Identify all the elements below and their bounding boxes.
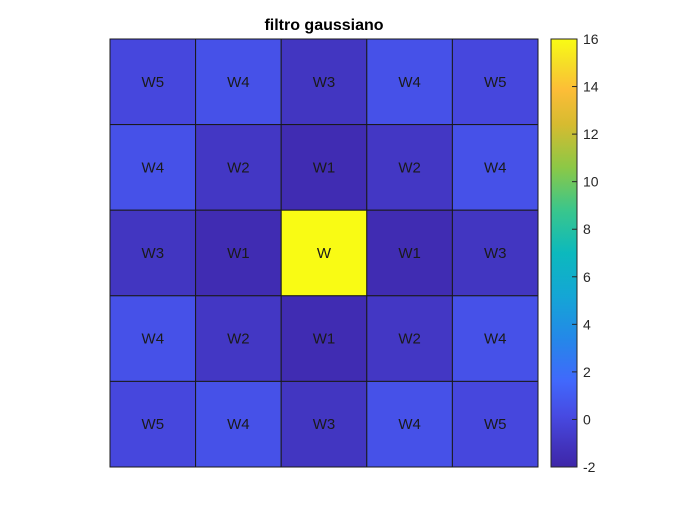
heatmap-cell [280, 124, 368, 211]
heatmap-cell [366, 295, 453, 382]
cell-label: W3 [313, 416, 336, 433]
cell-label: W2 [398, 331, 421, 348]
colorbar-tick-label: 10 [583, 174, 599, 190]
heatmap-cell [109, 295, 197, 382]
cell-label: W4 [484, 331, 507, 348]
colorbar-tick-label: 12 [583, 126, 599, 142]
heatmap-cell [451, 295, 539, 382]
heatmap-cell [366, 209, 453, 297]
heatmap-cell [195, 38, 282, 126]
colorbar-gradient [550, 38, 578, 468]
cell-label: W3 [484, 245, 507, 262]
colorbar-tick-label: 8 [583, 221, 591, 237]
cell-label: W1 [313, 159, 336, 176]
cell-label: W2 [398, 159, 421, 176]
colorbar-tick-label: 0 [583, 411, 591, 427]
cell-label: W4 [398, 416, 421, 433]
heatmap-cell [451, 124, 539, 211]
chart-title: filtro gaussiano [264, 17, 383, 34]
cell-label: W5 [142, 74, 165, 91]
heatmap-cell [195, 295, 282, 382]
heatmap-cell [366, 38, 453, 126]
cell-label: W5 [484, 416, 507, 433]
cell-label: W4 [398, 74, 421, 91]
cell-label: W5 [484, 74, 507, 91]
heatmap-cell [195, 209, 282, 297]
heatmap-cell [195, 380, 282, 468]
heatmap-cell [451, 209, 539, 297]
cell-label: W1 [313, 331, 336, 348]
colorbar-tick-label: 4 [583, 316, 591, 332]
cell-label: W1 [227, 245, 250, 262]
heatmap-cell [109, 380, 197, 468]
cell-label: W4 [227, 416, 250, 433]
heatmap-cell [109, 124, 197, 211]
colorbar-tick-label: 6 [583, 269, 591, 285]
colorbar-tick-label: -2 [583, 459, 596, 475]
cell-label: W [317, 245, 332, 262]
heatmap-cell [280, 38, 368, 126]
cell-label: W3 [313, 74, 336, 91]
cell-label: W4 [142, 331, 165, 348]
cell-label: W4 [227, 74, 250, 91]
cell-label: W4 [142, 159, 165, 176]
cell-label: W2 [227, 159, 250, 176]
heatmap-cell [109, 38, 197, 126]
cell-label: W1 [398, 245, 421, 262]
colorbar-tick-label: 2 [583, 364, 591, 380]
heatmap-cell [280, 295, 368, 382]
heatmap-cell [280, 209, 368, 297]
heatmap-cell [451, 380, 539, 468]
colorbar: -2 0 2 4 6 8 10 12 14 16 [550, 31, 599, 475]
heatmap-cell [280, 380, 368, 468]
cell-label: W4 [484, 159, 507, 176]
cell-label: W3 [142, 245, 165, 262]
colorbar-tick-label: 14 [583, 79, 599, 95]
colorbar-tick-label: 16 [583, 31, 599, 47]
heatmap-cell [451, 38, 539, 126]
cell-label: W2 [227, 331, 250, 348]
heatmap-cells: W5 W4 W3 W4 W5 W4 W2 W1 W2 W4 W3 W1 W W1 W3 W4 W2 W1 W2 W4 W… [109, 38, 539, 468]
cell-label: W5 [142, 416, 165, 433]
